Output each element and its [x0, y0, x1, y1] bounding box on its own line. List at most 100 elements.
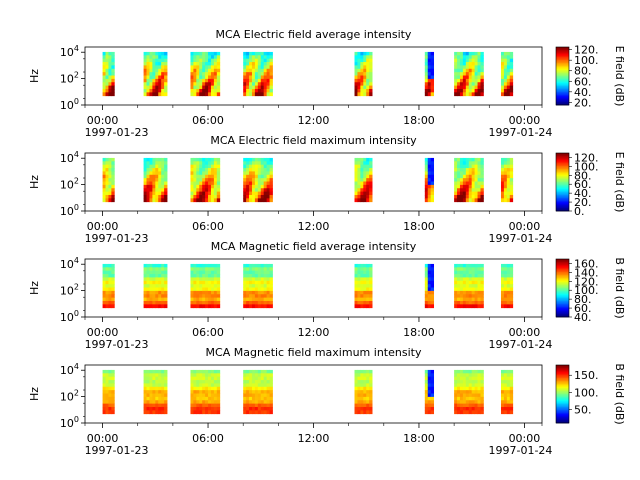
heat-cell: [152, 380, 156, 384]
heat-cell: [430, 178, 435, 182]
heat-cell: [102, 181, 106, 186]
heat-cell: [152, 78, 156, 83]
heat-cell: [369, 263, 373, 268]
heat-cell: [459, 68, 464, 73]
heat-cell: [454, 72, 458, 76]
heat-cell: [360, 88, 364, 93]
heat-cell: [158, 194, 162, 199]
heat-cell: [108, 88, 112, 93]
heat-cell: [102, 92, 106, 97]
heat-cell: [477, 400, 481, 405]
heat-cell: [196, 65, 200, 70]
heat-cell: [158, 58, 162, 63]
heat-cell: [468, 410, 473, 415]
heat-cell: [457, 164, 461, 169]
heat-cell: [363, 68, 367, 73]
heat-cell: [246, 164, 250, 169]
heat-cell: [243, 82, 247, 87]
heat-cell: [251, 157, 256, 162]
heat-cell: [105, 270, 109, 275]
heat-cell: [213, 161, 218, 166]
heat-cell: [503, 174, 508, 179]
colorbar-tick-label: 120.: [574, 275, 599, 288]
heat-cell: [357, 369, 361, 374]
heat-cell: [503, 369, 508, 374]
heat-cell: [193, 51, 197, 56]
heat-cell: [266, 287, 270, 292]
heat-cell: [369, 92, 373, 97]
heat-cell: [243, 294, 247, 299]
colorbar-cell: [556, 174, 569, 177]
heat-cell: [357, 270, 361, 275]
heat-cell: [254, 174, 259, 179]
heat-cell: [269, 376, 273, 381]
heat-cell: [216, 184, 221, 189]
heat-cell: [430, 171, 435, 176]
heat-cell: [193, 88, 197, 93]
heat-cell: [202, 280, 206, 285]
heat-cell: [254, 263, 259, 268]
heat-cell: [111, 65, 115, 70]
heat-cell: [457, 369, 461, 374]
heat-cell: [354, 92, 358, 97]
heat-cell: [363, 171, 367, 176]
heat-cell: [208, 51, 212, 56]
heat-cell: [243, 85, 247, 90]
heat-cell: [205, 171, 209, 176]
heat-cell: [468, 65, 473, 70]
heat-cell: [477, 178, 481, 182]
heat-cell: [354, 297, 358, 302]
heat-cell: [208, 174, 212, 179]
x-tick-label: 18:00: [403, 220, 435, 233]
heat-cell: [454, 75, 458, 80]
heat-cell: [164, 410, 168, 415]
heat-cell: [465, 393, 470, 398]
heat-cell: [257, 72, 262, 76]
colorbar-cell: [556, 74, 569, 77]
heat-cell: [257, 390, 262, 394]
heat-cell: [208, 191, 212, 196]
heat-cell: [457, 184, 461, 189]
heat-cell: [254, 393, 259, 398]
heat-cell: [363, 161, 367, 166]
heat-cell: [260, 396, 265, 401]
heat-cell: [480, 78, 484, 83]
heat-cell: [246, 194, 250, 199]
heat-cell: [260, 171, 265, 176]
colorbar-cell: [556, 405, 569, 408]
heat-cell: [509, 164, 514, 169]
heat-cell: [205, 198, 209, 203]
heat-cell: [161, 194, 165, 199]
heat-cell: [146, 85, 150, 90]
heat-cell: [506, 300, 511, 305]
heat-cell: [471, 194, 476, 199]
heat-cell: [260, 263, 265, 268]
colorbar-cell: [556, 51, 569, 54]
heat-cell: [190, 92, 194, 97]
heat-cell: [509, 85, 514, 90]
heat-cell: [500, 386, 505, 391]
heat-cell: [354, 85, 358, 90]
heat-cell: [462, 410, 467, 415]
heat-cell: [190, 400, 194, 405]
heat-cell: [257, 290, 262, 295]
heat-cell: [102, 157, 106, 162]
heat-cell: [208, 410, 212, 415]
heat-cell: [363, 287, 367, 292]
heat-cell: [193, 82, 197, 87]
heat-cell: [152, 287, 156, 292]
heat-cell: [266, 85, 270, 90]
heat-cell: [205, 383, 209, 388]
heat-cell: [477, 92, 481, 97]
x-tick-label: 00:00: [509, 220, 541, 233]
heat-cell: [357, 68, 361, 73]
colorbar-cell: [556, 418, 569, 421]
heat-cell: [465, 406, 470, 411]
heat-cell: [105, 72, 109, 76]
heat-cell: [457, 62, 461, 66]
heat-cell: [108, 75, 112, 80]
colorbar-cell: [556, 168, 569, 171]
heat-cell: [260, 55, 265, 60]
heat-cell: [199, 280, 203, 285]
colorbar-cell: [556, 370, 569, 373]
